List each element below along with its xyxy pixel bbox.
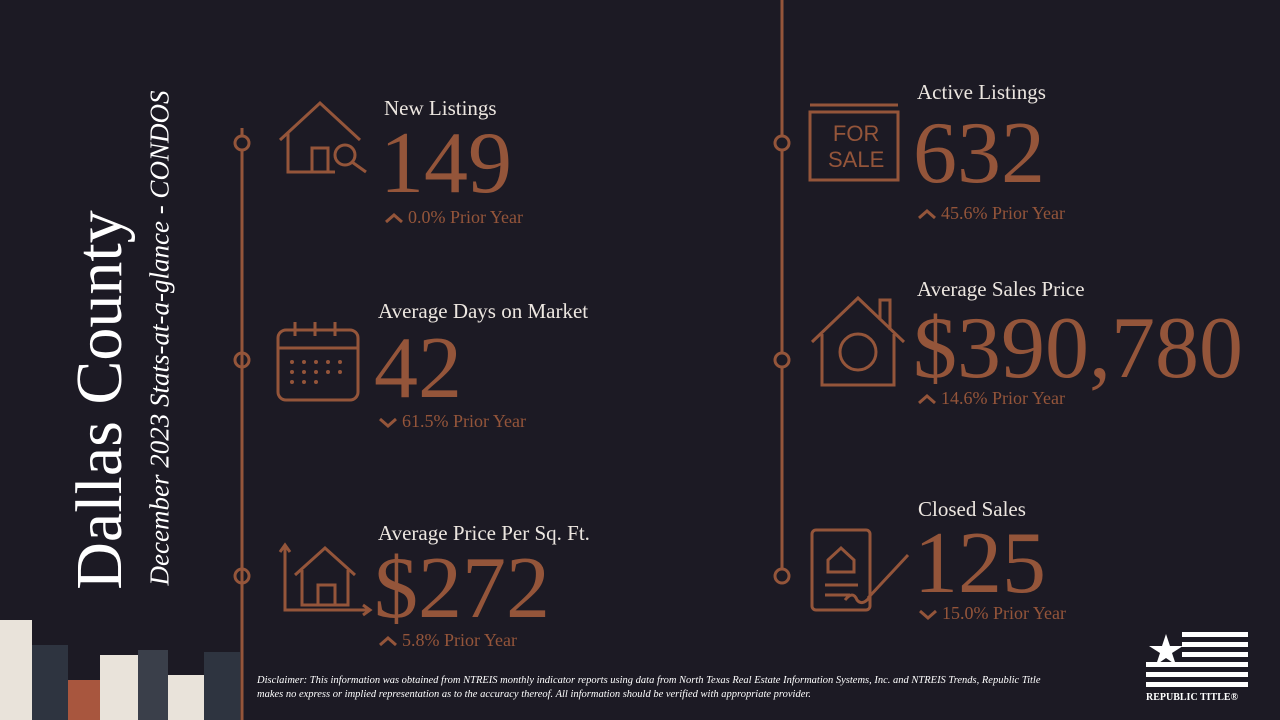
sign: FOR SALE [828, 121, 884, 173]
stat-value: 42 [374, 320, 462, 417]
stat-value: 149 [380, 115, 512, 212]
change-text: 45.6% Prior Year [941, 203, 1065, 223]
change-text: 61.5% Prior Year [402, 411, 526, 431]
stat-label: Average Price Per Sq. Ft. [378, 521, 590, 545]
trend-arrow [918, 393, 936, 404]
stat-value: 632 [913, 105, 1045, 202]
title: Dallas County [63, 210, 136, 590]
subtitle: December 2023 Stats-at-a-glance - CONDOS [144, 90, 175, 586]
stat-change: 5.8% Prior Year [378, 630, 517, 651]
stat-label: New Listings [384, 96, 497, 120]
trend-arrow [918, 208, 936, 219]
trend-arrow [919, 609, 937, 620]
trend-arrow [385, 212, 403, 223]
stat-label: Average Days on Market [378, 299, 589, 323]
stat-change: 15.0% Prior Year [918, 603, 1066, 624]
stat-change: 14.6% Prior Year [917, 388, 1065, 409]
stat-change: 45.6% Prior Year [917, 203, 1065, 224]
sign-text: FOR [832, 121, 880, 146]
stat-value: $390,780 [913, 300, 1243, 397]
stat-value: 125 [914, 515, 1046, 612]
trend-arrow [379, 417, 397, 428]
stat-label: Average Sales Price [917, 277, 1085, 301]
change-text: 0.0% Prior Year [408, 207, 523, 227]
stat-value: $272 [374, 540, 550, 637]
stat-change: 0.0% Prior Year [384, 207, 523, 228]
change-text: 14.6% Prior Year [941, 388, 1065, 408]
stat-label: Closed Sales [918, 497, 1026, 521]
sign-text: SALE [828, 147, 885, 172]
stat-change: 61.5% Prior Year [378, 411, 526, 432]
disclaimer: Disclaimer: This information was obtaine… [257, 675, 1041, 700]
logo: REPUBLIC TITLE® [1146, 692, 1239, 703]
change-text: 5.8% Prior Year [402, 630, 517, 650]
trend-arrow [379, 635, 397, 646]
stat-label: Active Listings [917, 80, 1046, 104]
change-text: 15.0% Prior Year [942, 603, 1066, 623]
